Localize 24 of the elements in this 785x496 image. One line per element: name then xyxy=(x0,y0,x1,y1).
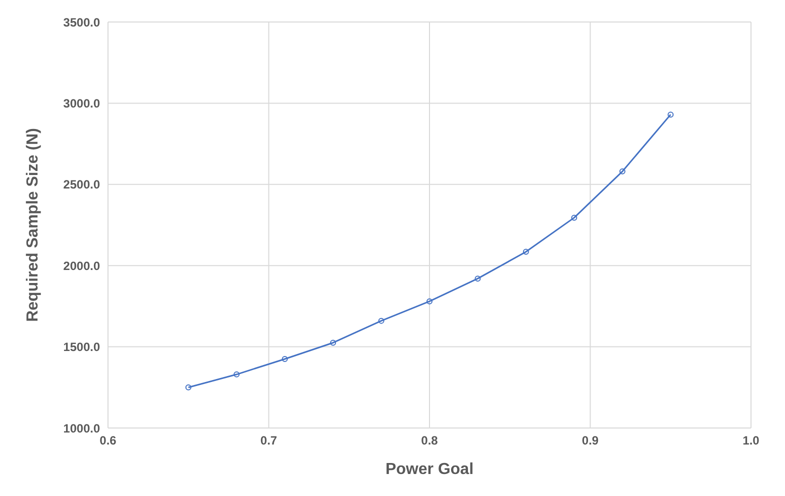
point xyxy=(571,214,578,221)
x-tick-label: 0.6 xyxy=(100,434,117,448)
point xyxy=(330,340,336,346)
point xyxy=(619,168,626,174)
y-tick-label: 1500.0 xyxy=(63,340,100,354)
point xyxy=(185,384,192,390)
y-tick-label: 2500.0 xyxy=(63,178,100,192)
point xyxy=(378,318,384,324)
x-tick-label: 1.0 xyxy=(742,434,760,448)
y-tick-label: 1000.0 xyxy=(63,421,100,436)
x-tick-label: 0.9 xyxy=(582,434,599,448)
point xyxy=(474,276,481,282)
x-axis-title: Power Goal xyxy=(385,461,474,478)
y-axis-title: Required Sample Size (N) xyxy=(24,128,42,322)
point xyxy=(282,356,288,362)
point xyxy=(234,371,240,378)
x-tick-label: 0.7 xyxy=(260,434,278,448)
y-tick-label: 2000.0 xyxy=(63,258,100,273)
y-tick-label: 3000.0 xyxy=(63,96,100,110)
y-tick-label: 3500.0 xyxy=(63,15,100,30)
x-tick-label: 0.8 xyxy=(421,434,438,448)
point xyxy=(668,112,674,118)
point xyxy=(522,248,529,255)
point xyxy=(426,298,432,304)
